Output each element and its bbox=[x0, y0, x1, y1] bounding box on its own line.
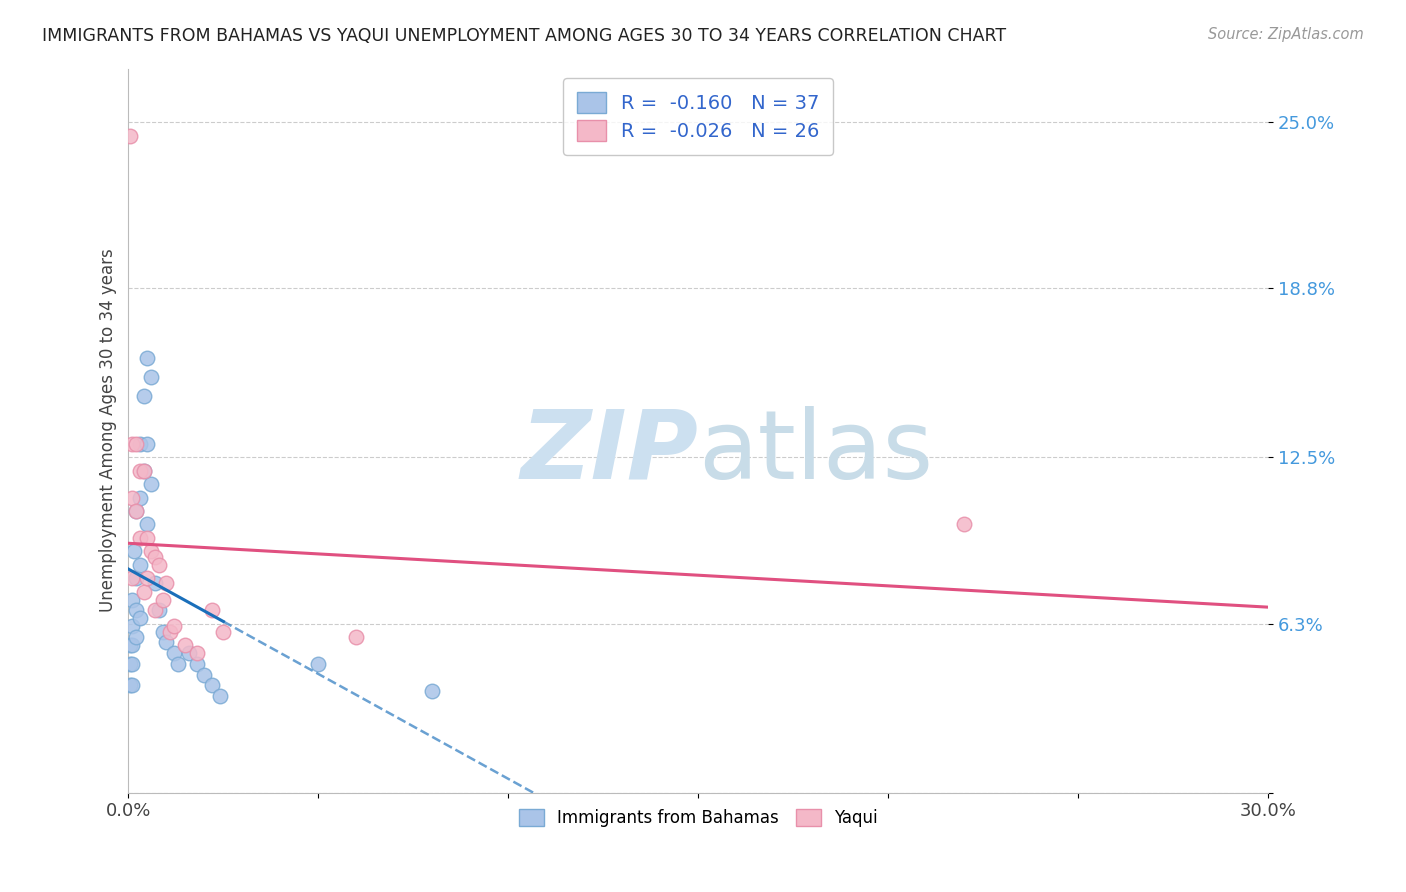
Point bbox=[121, 678, 143, 692]
Point bbox=[125, 630, 148, 644]
Point bbox=[420, 683, 443, 698]
Point bbox=[132, 464, 155, 478]
Point bbox=[125, 437, 148, 451]
Point bbox=[141, 544, 163, 558]
Point bbox=[179, 646, 201, 660]
Point bbox=[125, 603, 148, 617]
Point bbox=[953, 517, 976, 532]
Point bbox=[141, 370, 163, 384]
Point bbox=[128, 464, 150, 478]
Point bbox=[132, 389, 155, 403]
Point bbox=[166, 657, 188, 671]
Point bbox=[128, 491, 150, 505]
Point bbox=[128, 531, 150, 545]
Point bbox=[186, 657, 208, 671]
Point bbox=[212, 624, 235, 639]
Point bbox=[121, 437, 143, 451]
Point bbox=[120, 638, 142, 652]
Point bbox=[186, 646, 208, 660]
Point bbox=[141, 477, 163, 491]
Point bbox=[120, 128, 142, 143]
Point bbox=[121, 571, 143, 585]
Point bbox=[121, 657, 143, 671]
Point bbox=[121, 619, 143, 633]
Point bbox=[122, 544, 145, 558]
Point bbox=[136, 531, 159, 545]
Point bbox=[136, 517, 159, 532]
Point bbox=[155, 576, 177, 591]
Point bbox=[148, 558, 170, 572]
Point bbox=[121, 592, 143, 607]
Point bbox=[128, 558, 150, 572]
Text: atlas: atlas bbox=[699, 406, 934, 499]
Point bbox=[193, 667, 215, 681]
Y-axis label: Unemployment Among Ages 30 to 34 years: Unemployment Among Ages 30 to 34 years bbox=[100, 249, 117, 613]
Point bbox=[344, 630, 367, 644]
Point bbox=[143, 576, 166, 591]
Point bbox=[120, 678, 142, 692]
Point bbox=[152, 624, 174, 639]
Point bbox=[121, 638, 143, 652]
Point bbox=[120, 657, 142, 671]
Point bbox=[125, 571, 148, 585]
Point bbox=[307, 657, 329, 671]
Point bbox=[159, 624, 181, 639]
Point bbox=[121, 491, 143, 505]
Point bbox=[132, 584, 155, 599]
Point bbox=[201, 603, 224, 617]
Point bbox=[201, 678, 224, 692]
Legend: Immigrants from Bahamas, Yaqui: Immigrants from Bahamas, Yaqui bbox=[510, 800, 886, 835]
Point bbox=[128, 437, 150, 451]
Point bbox=[152, 592, 174, 607]
Point bbox=[136, 351, 159, 366]
Text: IMMIGRANTS FROM BAHAMAS VS YAQUI UNEMPLOYMENT AMONG AGES 30 TO 34 YEARS CORRELAT: IMMIGRANTS FROM BAHAMAS VS YAQUI UNEMPLO… bbox=[42, 27, 1007, 45]
Point bbox=[136, 571, 159, 585]
Point bbox=[155, 635, 177, 649]
Point bbox=[128, 611, 150, 625]
Point bbox=[132, 464, 155, 478]
Point bbox=[163, 619, 186, 633]
Point bbox=[163, 646, 186, 660]
Point bbox=[125, 504, 148, 518]
Point bbox=[143, 603, 166, 617]
Point bbox=[174, 638, 197, 652]
Point bbox=[143, 549, 166, 564]
Point bbox=[125, 504, 148, 518]
Text: Source: ZipAtlas.com: Source: ZipAtlas.com bbox=[1208, 27, 1364, 42]
Text: ZIP: ZIP bbox=[520, 406, 699, 499]
Point bbox=[136, 437, 159, 451]
Point bbox=[148, 603, 170, 617]
Point bbox=[208, 689, 231, 703]
